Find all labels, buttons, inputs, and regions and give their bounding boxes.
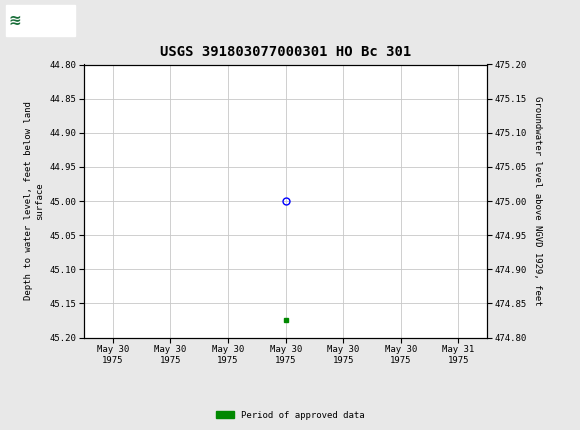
Y-axis label: Groundwater level above NGVD 1929, feet: Groundwater level above NGVD 1929, feet: [532, 96, 542, 306]
Text: ≋: ≋: [9, 13, 21, 28]
Title: USGS 391803077000301 HO Bc 301: USGS 391803077000301 HO Bc 301: [160, 45, 411, 59]
Y-axis label: Depth to water level, feet below land
surface: Depth to water level, feet below land su…: [24, 101, 44, 301]
Legend: Period of approved data: Period of approved data: [212, 407, 368, 424]
FancyBboxPatch shape: [6, 5, 75, 36]
Text: USGS: USGS: [38, 14, 76, 27]
